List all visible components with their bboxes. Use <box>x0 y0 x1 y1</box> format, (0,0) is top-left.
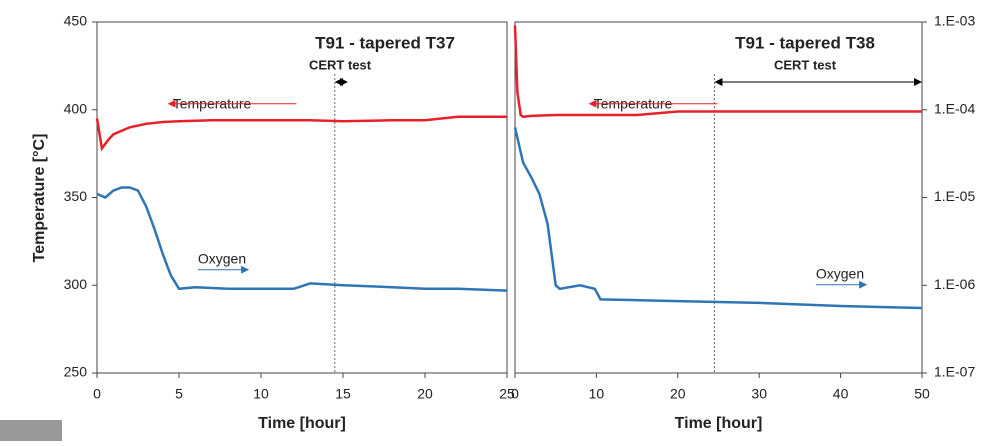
y2-tick-label: 1.E-06 <box>934 276 975 292</box>
series-line <box>513 25 922 119</box>
series-line <box>96 186 508 292</box>
chart-title: T91 - tapered T37 <box>315 33 455 52</box>
x-tick-label: 0 <box>511 386 519 402</box>
x-tick-label: 5 <box>175 386 183 402</box>
y2-tick-label: 1.E-07 <box>934 364 975 380</box>
series-line <box>513 127 923 310</box>
plot-frame <box>514 21 923 374</box>
x-tick-label: 20 <box>417 386 433 402</box>
x-tick-label: 25 <box>499 386 515 402</box>
series-label: Oxygen <box>198 251 246 267</box>
series-line <box>95 115 507 152</box>
chart-subtitle: CERT test <box>309 57 372 72</box>
y-tick-label: 450 <box>64 13 88 29</box>
x-tick-label: 20 <box>670 386 686 402</box>
chart-subtitle: CERT test <box>774 57 837 72</box>
x-tick-label: 15 <box>335 386 351 402</box>
x-axis-label: Time [hour] <box>675 415 763 432</box>
x-axis-label: Time [hour] <box>258 415 346 432</box>
y-tick-label: 350 <box>64 188 88 204</box>
y-tick-label: 300 <box>64 276 88 292</box>
x-tick-label: 40 <box>833 386 849 402</box>
photo-strip <box>0 420 62 441</box>
y2-tick-label: 1.E-05 <box>934 188 975 204</box>
y-tick-label: 250 <box>64 364 88 380</box>
series-label: Oxygen <box>816 266 864 282</box>
x-tick-label: 10 <box>253 386 269 402</box>
x-tick-label: 30 <box>751 386 767 402</box>
x-tick-label: 0 <box>93 386 101 402</box>
y2-tick-label: 1.E-03 <box>934 13 975 29</box>
plot-frame <box>96 21 508 374</box>
chart-title: T91 - tapered T38 <box>735 33 875 52</box>
y-tick-label: 400 <box>64 100 88 116</box>
y-axis-label: Temperature [°C] <box>31 134 48 263</box>
x-tick-label: 10 <box>589 386 605 402</box>
y2-tick-label: 1.E-04 <box>934 100 975 116</box>
x-tick-label: 50 <box>914 386 930 402</box>
